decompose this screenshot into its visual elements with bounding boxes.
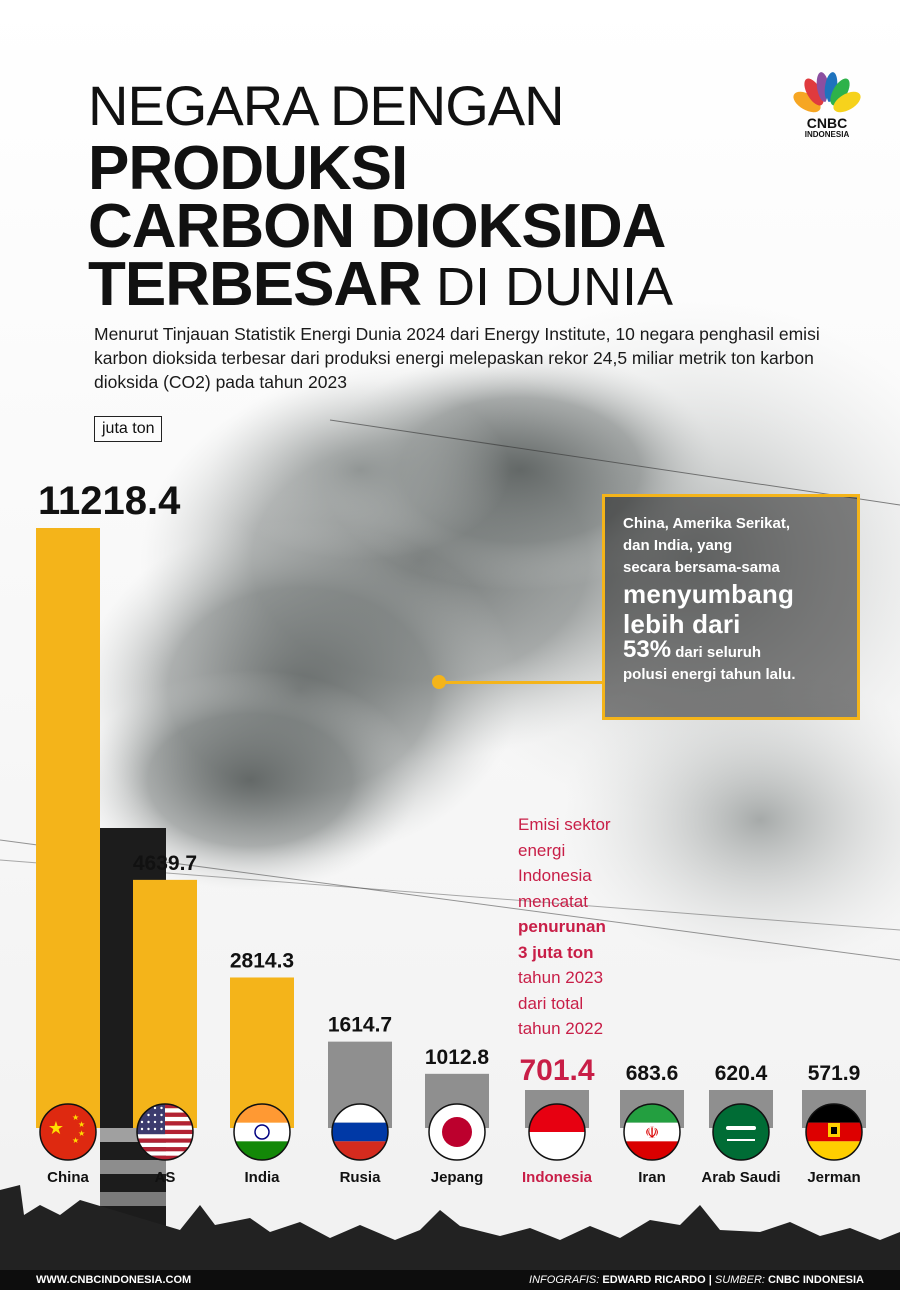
usa-flag-icon	[136, 1103, 194, 1161]
value-label-rusia: 1614.7	[328, 1014, 392, 1037]
callout-box: China, Amerika Serikat, dan India, yang …	[602, 494, 860, 720]
callout-big-2: lebih dari	[623, 609, 741, 639]
svg-text:☫: ☫	[645, 1123, 659, 1142]
svg-text:★: ★	[48, 1118, 64, 1139]
svg-text:★: ★	[72, 1113, 79, 1122]
callout-tail-1: dari seluruh	[671, 644, 762, 661]
cnbc-logo: CNBC INDONESIA	[786, 72, 868, 142]
callout-big-1: menyumbang	[623, 579, 795, 609]
indonesia-flag-icon	[528, 1103, 586, 1161]
value-label-arab-saudi: 620.4	[715, 1062, 768, 1085]
svg-text:★: ★	[78, 1120, 85, 1129]
russia-flag-icon	[331, 1103, 389, 1161]
indonesia-note-line: Emisi sektor	[518, 815, 611, 834]
intro-text: Menurut Tinjauan Statistik Energi Dunia …	[94, 324, 820, 392]
indonesia-note: Emisi sektor energi Indonesia mencatat p…	[518, 812, 668, 1042]
logo-text: CNBC	[806, 115, 848, 131]
category-label-rusia: Rusia	[340, 1169, 382, 1186]
footer-website[interactable]: WWW.CNBCINDONESIA.COM	[36, 1274, 192, 1286]
callout-tail-2: polusi energi tahun lalu.	[623, 666, 796, 683]
source-label: SUMBER:	[714, 1274, 765, 1286]
category-label-jepang: Jepang	[431, 1169, 484, 1186]
category-label-indonesia: Indonesia	[522, 1169, 593, 1186]
saudi-flag-icon	[712, 1103, 770, 1161]
category-label-as: AS	[155, 1169, 176, 1186]
indonesia-note-bold: penurunan	[518, 917, 606, 936]
category-label-jerman: Jerman	[807, 1169, 860, 1186]
callout-line-4: 53% dari seluruh	[623, 636, 843, 664]
callout-line-3: secara bersama-sama	[623, 559, 780, 576]
callout-line-2: dan India, yang	[623, 537, 733, 554]
indonesia-note-line: tahun 2022	[518, 1019, 604, 1038]
indonesia-note-line: mencatat	[518, 891, 588, 911]
title-line-1: NEGARA DENGAN	[88, 74, 565, 137]
indonesia-note-line: Indonesia	[518, 866, 592, 885]
bar-china	[36, 528, 100, 1128]
category-label-china: China	[47, 1169, 89, 1186]
page-title: NEGARA DENGAN PRODUKSI CARBON DIOKSIDA T…	[88, 78, 808, 316]
svg-text:★: ★	[78, 1129, 85, 1138]
china-flag-icon: ★★★★★	[39, 1103, 97, 1161]
title-line-3: CARBON DIOKSIDA	[88, 192, 666, 261]
footer: WWW.CNBCINDONESIA.COM INFOGRAFIS: EDWARD…	[0, 1270, 900, 1290]
indonesia-note-line: dari total	[518, 993, 584, 1013]
credit-label: INFOGRAFIS:	[529, 1274, 600, 1286]
indonesia-note-line: energi	[518, 840, 566, 860]
title-line-2: PRODUKSI	[88, 134, 408, 203]
indonesia-note-bold: 3 juta ton	[518, 942, 594, 962]
footer-credits: INFOGRAFIS: EDWARD RICARDO | SUMBER: CNB…	[529, 1270, 864, 1290]
value-label-as: 4639.7	[133, 852, 197, 875]
credit-name: EDWARD RICARDO |	[599, 1274, 715, 1286]
peacock-icon	[793, 72, 861, 116]
value-label-iran: 683.6	[626, 1062, 679, 1085]
title-line-4-bold: TERBESAR	[88, 250, 422, 319]
value-label-china: 11218.4	[38, 479, 181, 523]
source-name: CNBC INDONESIA	[764, 1274, 864, 1286]
category-label-india: India	[244, 1169, 280, 1186]
value-label-jepang: 1012.8	[425, 1046, 490, 1069]
bar-india	[230, 977, 294, 1128]
category-label-iran: Iran	[638, 1169, 666, 1186]
indonesia-note-line: tahun 2023	[518, 968, 604, 987]
callout-dot	[432, 675, 446, 689]
callout-percentage: 53%	[623, 636, 672, 663]
title-line-4: TERBESAR DI DUNIA	[88, 254, 808, 316]
iran-flag-icon: ☫	[623, 1103, 681, 1161]
title-line-4-light: DI DUNIA	[421, 257, 674, 317]
svg-text:★: ★	[72, 1136, 79, 1145]
japan-flag-icon	[428, 1103, 486, 1161]
category-label-arab-saudi: Arab Saudi	[701, 1169, 780, 1186]
callout-connector	[438, 681, 604, 684]
bar-as	[133, 879, 197, 1128]
value-label-jerman: 571.9	[808, 1062, 861, 1085]
value-label-india: 2814.3	[230, 949, 294, 972]
germany-flag-icon	[805, 1103, 863, 1161]
india-flag-icon	[233, 1103, 291, 1161]
value-label-indonesia: 701.4	[519, 1054, 594, 1087]
logo-subtext: INDONESIA	[804, 130, 850, 139]
callout-line-1: China, Amerika Serikat,	[623, 515, 791, 532]
unit-label: juta ton	[94, 416, 163, 442]
